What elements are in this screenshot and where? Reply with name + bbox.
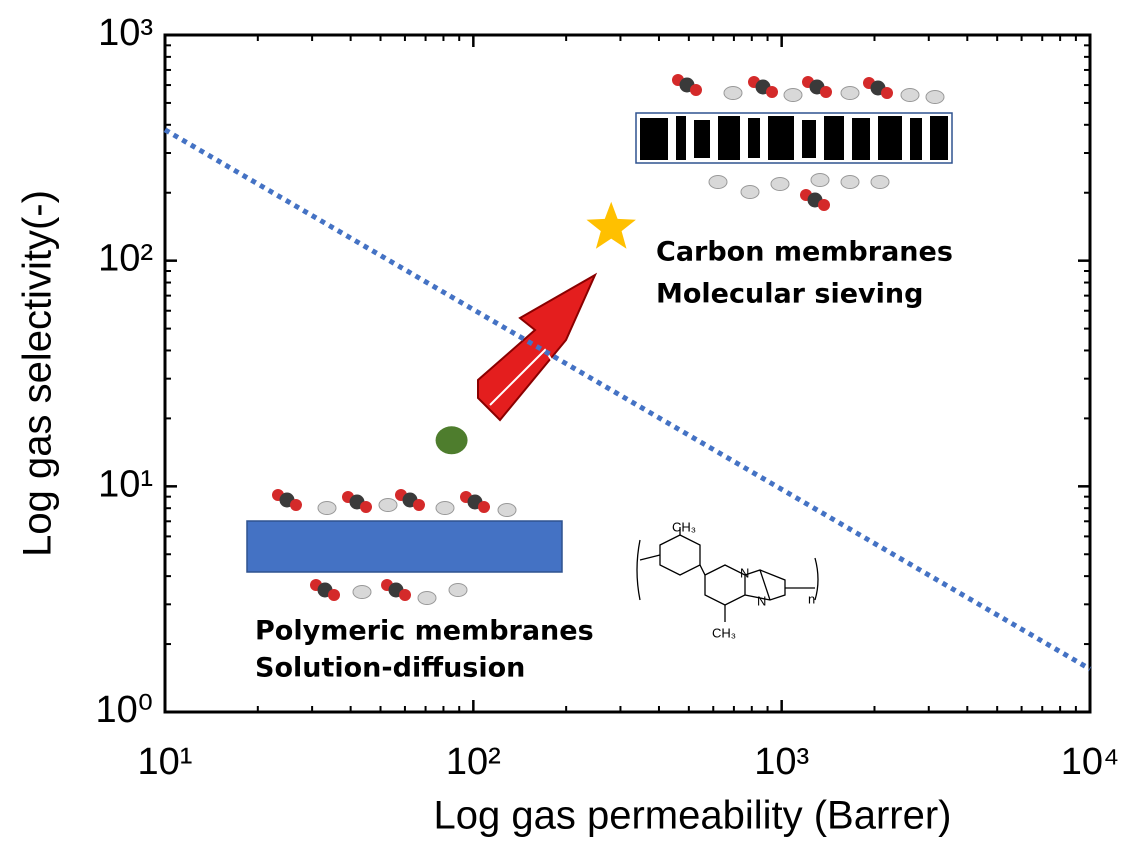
- y-tick-label: 10³: [98, 12, 153, 54]
- y-axis-label: Log gas selectivity(-): [16, 190, 60, 557]
- y-tick-label: 10⁰: [95, 689, 153, 731]
- x-tick-label: 10³: [754, 741, 809, 783]
- bound-line: [165, 130, 1090, 669]
- annotation: Carbon membranes: [656, 237, 953, 268]
- chart: 10¹ 10² 10³ 10⁴ 10⁰ 10¹ 10² 10³ Log gas permeabi…: [0, 0, 1132, 848]
- annotation: Solution-diffusion: [255, 653, 525, 684]
- illustration: [247, 74, 952, 622]
- x-tick-label: 10¹: [138, 741, 193, 783]
- structure-label: CH₃: [672, 519, 696, 534]
- structure-label: N: [757, 593, 766, 608]
- star-marker: [587, 202, 636, 249]
- structure-label: n: [808, 591, 815, 606]
- x-axis-label: Log gas permeability (Barrer): [434, 794, 952, 838]
- structure-label: CH₃: [712, 625, 736, 640]
- x-tick-label: 10²: [446, 741, 501, 783]
- x-tick-label: 10⁴: [1061, 741, 1120, 783]
- y-tick-label: 10²: [98, 238, 153, 280]
- point-marker: [436, 426, 468, 454]
- annotation: Polymeric membranes: [255, 616, 594, 647]
- y-tick-label: 10¹: [98, 463, 153, 505]
- page: {"chart_data": { "type": "scatter", "x_l…: [0, 0, 1132, 848]
- annotation: Molecular sieving: [656, 279, 923, 310]
- structure-label: N: [740, 565, 749, 580]
